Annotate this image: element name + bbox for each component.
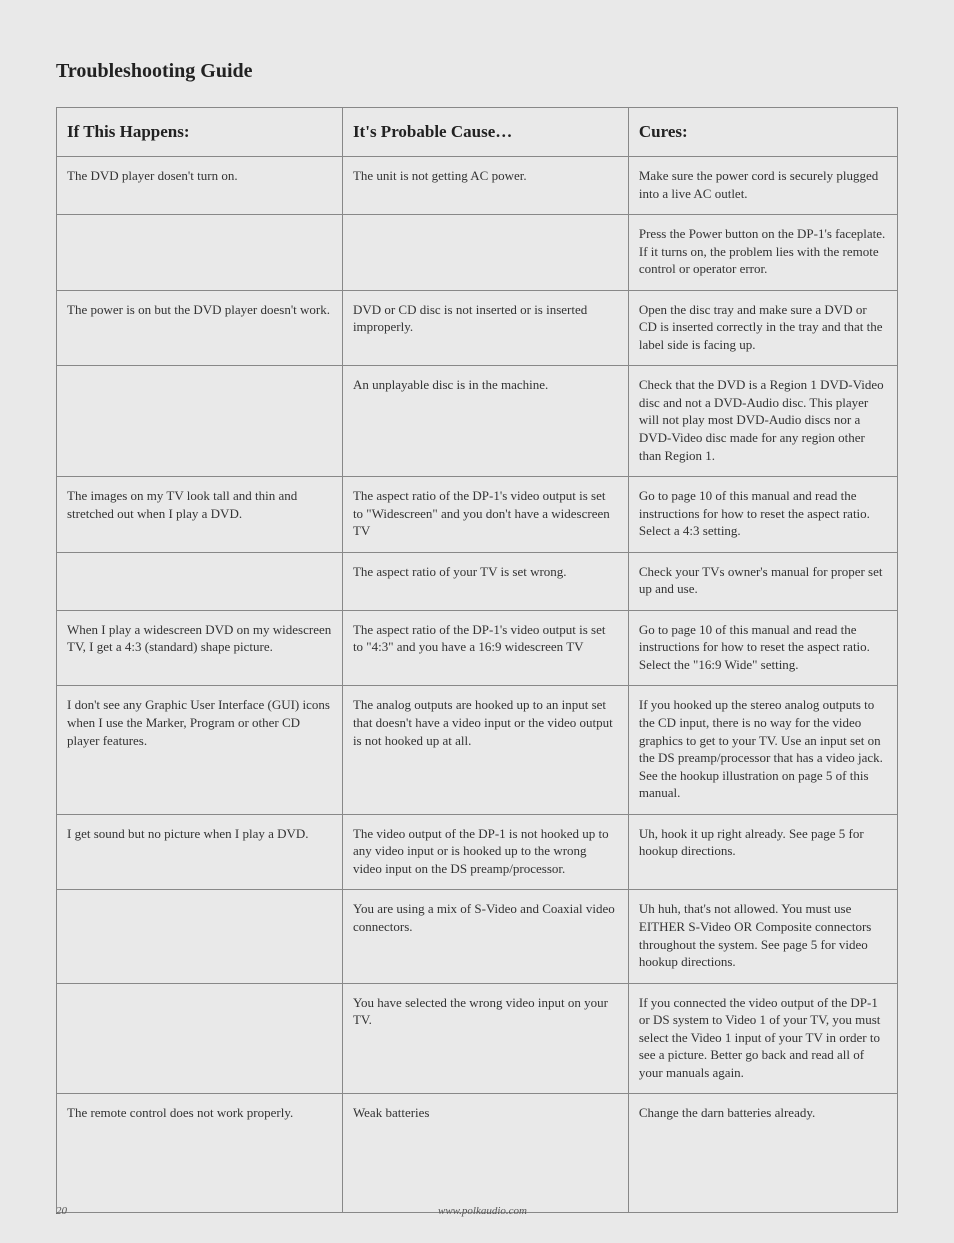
table-row: I get sound but no picture when I play a…: [57, 814, 898, 890]
cell-cause: You have selected the wrong video input …: [342, 983, 628, 1094]
cell-cure: Go to page 10 of this manual and read th…: [628, 477, 897, 553]
document-page: Troubleshooting Guide If This Happens: I…: [0, 0, 954, 1243]
cell-happens: [57, 552, 343, 610]
cell-happens: [57, 983, 343, 1094]
cell-cause: The unit is not getting AC power.: [342, 157, 628, 215]
cell-happens: When I play a widescreen DVD on my wides…: [57, 610, 343, 686]
cell-cause: The aspect ratio of your TV is set wrong…: [342, 552, 628, 610]
cell-happens: I don't see any Graphic User Interface (…: [57, 686, 343, 814]
cell-cure: Uh huh, that's not allowed. You must use…: [628, 890, 897, 983]
table-row: I don't see any Graphic User Interface (…: [57, 686, 898, 814]
table-row: The images on my TV look tall and thin a…: [57, 477, 898, 553]
page-title: Troubleshooting Guide: [56, 60, 898, 83]
cell-happens: The images on my TV look tall and thin a…: [57, 477, 343, 553]
footer-url: www.polkaudio.com: [56, 1205, 898, 1217]
cell-happens: [57, 215, 343, 291]
cell-cure: Press the Power button on the DP-1's fac…: [628, 215, 897, 291]
cell-cause: The aspect ratio of the DP-1's video out…: [342, 610, 628, 686]
cell-cause: You are using a mix of S-Video and Coaxi…: [342, 890, 628, 983]
cell-cure: If you connected the video output of the…: [628, 983, 897, 1094]
table-row: Press the Power button on the DP-1's fac…: [57, 215, 898, 291]
page-footer: 20 www.polkaudio.com: [56, 1205, 898, 1217]
cell-cure: Change the darn batteries already.: [628, 1094, 897, 1213]
cell-cause: The analog outputs are hooked up to an i…: [342, 686, 628, 814]
troubleshooting-table: If This Happens: It's Probable Cause… Cu…: [56, 107, 898, 1213]
table-row: You are using a mix of S-Video and Coaxi…: [57, 890, 898, 983]
cell-happens: The DVD player dosen't turn on.: [57, 157, 343, 215]
cell-cure: Check that the DVD is a Region 1 DVD-Vid…: [628, 366, 897, 477]
header-probable-cause: It's Probable Cause…: [342, 108, 628, 157]
cell-cause: The video output of the DP-1 is not hook…: [342, 814, 628, 890]
cell-cure: Uh, hook it up right already. See page 5…: [628, 814, 897, 890]
table-row: The DVD player dosen't turn on.The unit …: [57, 157, 898, 215]
cell-cause: Weak batteries: [342, 1094, 628, 1213]
cell-cure: Open the disc tray and make sure a DVD o…: [628, 290, 897, 366]
table-body: The DVD player dosen't turn on.The unit …: [57, 157, 898, 1213]
table-row: The remote control does not work properl…: [57, 1094, 898, 1213]
header-cures: Cures:: [628, 108, 897, 157]
cell-cause: [342, 215, 628, 291]
cell-happens: The remote control does not work properl…: [57, 1094, 343, 1213]
page-number: 20: [56, 1205, 67, 1217]
table-row: The power is on but the DVD player doesn…: [57, 290, 898, 366]
table-row: You have selected the wrong video input …: [57, 983, 898, 1094]
table-row: The aspect ratio of your TV is set wrong…: [57, 552, 898, 610]
cell-cure: If you hooked up the stereo analog outpu…: [628, 686, 897, 814]
cell-happens: I get sound but no picture when I play a…: [57, 814, 343, 890]
cell-cause: An unplayable disc is in the machine.: [342, 366, 628, 477]
table-row: An unplayable disc is in the machine.Che…: [57, 366, 898, 477]
table-row: When I play a widescreen DVD on my wides…: [57, 610, 898, 686]
cell-happens: [57, 366, 343, 477]
cell-cure: Check your TVs owner's manual for proper…: [628, 552, 897, 610]
cell-cause: The aspect ratio of the DP-1's video out…: [342, 477, 628, 553]
cell-happens: The power is on but the DVD player doesn…: [57, 290, 343, 366]
table-header-row: If This Happens: It's Probable Cause… Cu…: [57, 108, 898, 157]
cell-cure: Make sure the power cord is securely plu…: [628, 157, 897, 215]
cell-happens: [57, 890, 343, 983]
cell-cause: DVD or CD disc is not inserted or is ins…: [342, 290, 628, 366]
cell-cure: Go to page 10 of this manual and read th…: [628, 610, 897, 686]
header-if-this-happens: If This Happens:: [57, 108, 343, 157]
